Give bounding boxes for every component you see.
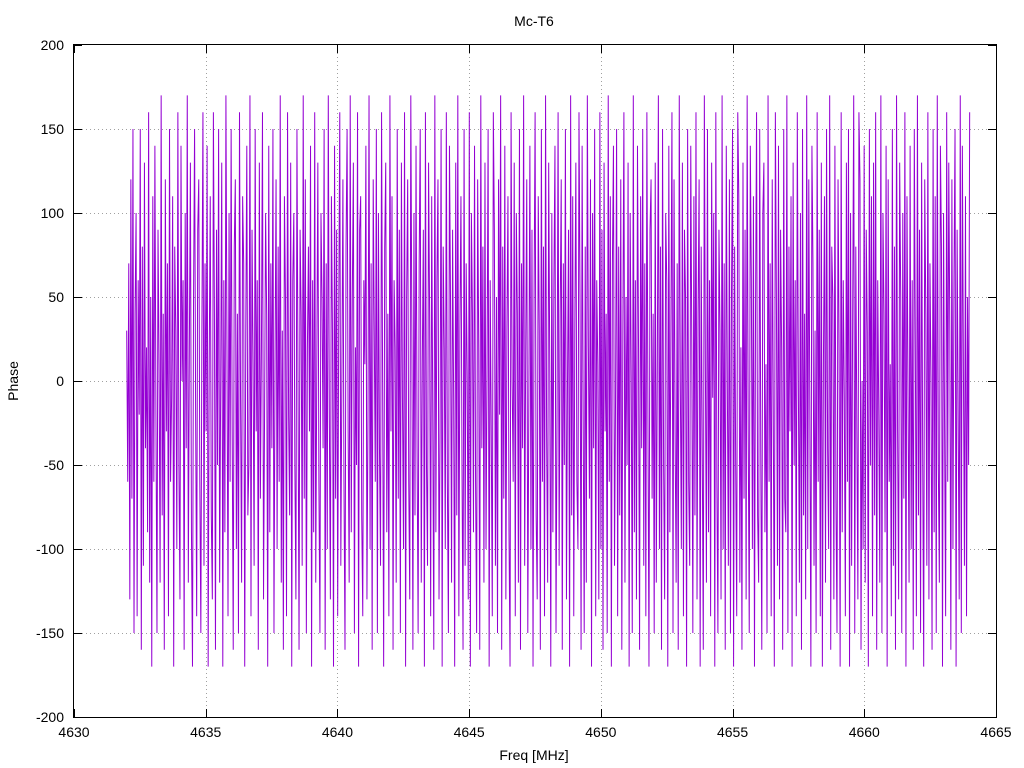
- x-tick-label: 4640: [322, 724, 353, 740]
- phase-series-line: [126, 95, 971, 667]
- y-tick-label: 200: [41, 37, 65, 53]
- x-tick-label: 4660: [849, 724, 880, 740]
- plot-frame: [73, 44, 997, 718]
- x-tick-label: 4645: [454, 724, 485, 740]
- y-tick-label: 50: [48, 289, 64, 305]
- x-tick-label: 4665: [980, 724, 1011, 740]
- x-tick-label: 4630: [58, 724, 89, 740]
- y-tick-label: -50: [44, 457, 64, 473]
- x-tick-labels: 4630 4635 4640 4645 4650 4655 4660 4665: [58, 724, 1011, 740]
- y-tick-label: -150: [36, 625, 64, 641]
- x-tick-label: 4655: [717, 724, 748, 740]
- y-tick-label: -200: [36, 709, 64, 725]
- x-tick-label: 4650: [585, 724, 616, 740]
- y-axis-label: Phase: [5, 361, 21, 401]
- x-tick-label: 4635: [190, 724, 221, 740]
- y-tick-label: -100: [36, 541, 64, 557]
- y-tick-labels: -200 -150 -100 -50 0 50 100 150 200: [36, 37, 64, 725]
- y-tick-label: 100: [41, 205, 65, 221]
- y-tick-label: 0: [56, 373, 64, 389]
- chart-title: Mc-T6: [514, 13, 554, 29]
- trace-layer: [126, 95, 971, 667]
- axis-ticks: [74, 45, 997, 718]
- x-axis-label: Freq [MHz]: [499, 747, 568, 763]
- y-tick-label: 150: [41, 121, 65, 137]
